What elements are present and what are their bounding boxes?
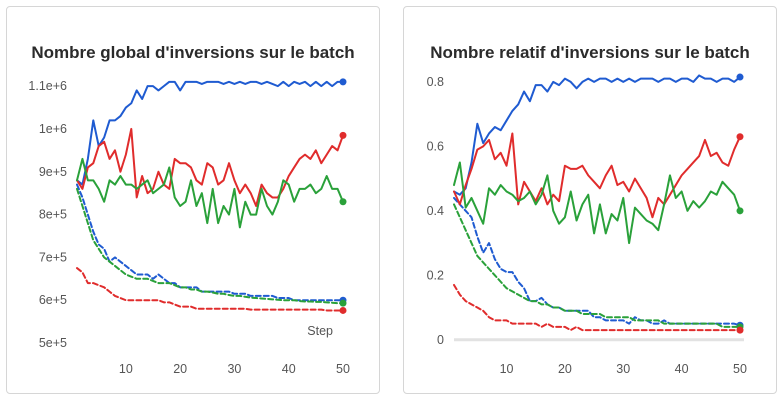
- y-tick-label: 9e+5: [39, 165, 67, 179]
- series-end-point: [340, 78, 347, 85]
- line-chart-relative: 0 0.2 0.4 0.6 0.8 10 20 30 40 50: [404, 7, 778, 395]
- y-tick-label: 0.8: [427, 75, 444, 89]
- y-tick-label: 1e+6: [39, 122, 67, 136]
- y-tick-label: 8e+5: [39, 208, 67, 222]
- x-tick-label: 50: [733, 362, 747, 376]
- series-line-solid: [454, 75, 740, 194]
- y-tick-label: 1.1e+6: [28, 79, 67, 93]
- y-tick-label: 6e+5: [39, 293, 67, 307]
- series-end-point: [737, 74, 744, 81]
- x-axis-title: Step: [307, 324, 333, 338]
- x-tick-label: 30: [616, 362, 630, 376]
- series-end-point: [340, 307, 347, 314]
- x-tick-label: 10: [500, 362, 514, 376]
- line-chart-global: 5e+5 6e+5 7e+5 8e+5 9e+5 1e+6 1.1e+6 10 20 30 40 50…: [7, 7, 381, 395]
- y-tick-label: 0.2: [427, 268, 444, 282]
- series-line-dashed: [77, 268, 343, 310]
- series-end-point: [340, 132, 347, 139]
- x-tick-label: 40: [675, 362, 689, 376]
- series-end-point: [737, 327, 744, 334]
- y-tick-label: 0.4: [427, 204, 444, 218]
- series-end-point: [340, 198, 347, 205]
- series-end-point: [340, 300, 347, 307]
- x-tick-label: 10: [119, 362, 133, 376]
- series-end-point: [737, 133, 744, 140]
- y-tick-label: 7e+5: [39, 250, 67, 264]
- y-tick-label: 5e+5: [39, 336, 67, 350]
- series-line-solid: [77, 82, 343, 185]
- x-tick-label: 50: [336, 362, 350, 376]
- y-tick-label: 0.6: [427, 139, 444, 153]
- x-tick-label: 20: [558, 362, 572, 376]
- x-tick-label: 30: [227, 362, 241, 376]
- series-line-solid: [77, 129, 343, 206]
- chart-panel-relative: Nombre relatif d'inversions sur le batch…: [403, 6, 777, 394]
- series-line-solid: [77, 159, 343, 228]
- series-line-solid: [454, 162, 740, 243]
- x-tick-label: 40: [282, 362, 296, 376]
- chart-panel-global: Nombre global d'inversions sur le batch …: [6, 6, 380, 394]
- series-end-point: [737, 207, 744, 214]
- x-tick-label: 20: [173, 362, 187, 376]
- y-tick-label: 0: [437, 333, 444, 347]
